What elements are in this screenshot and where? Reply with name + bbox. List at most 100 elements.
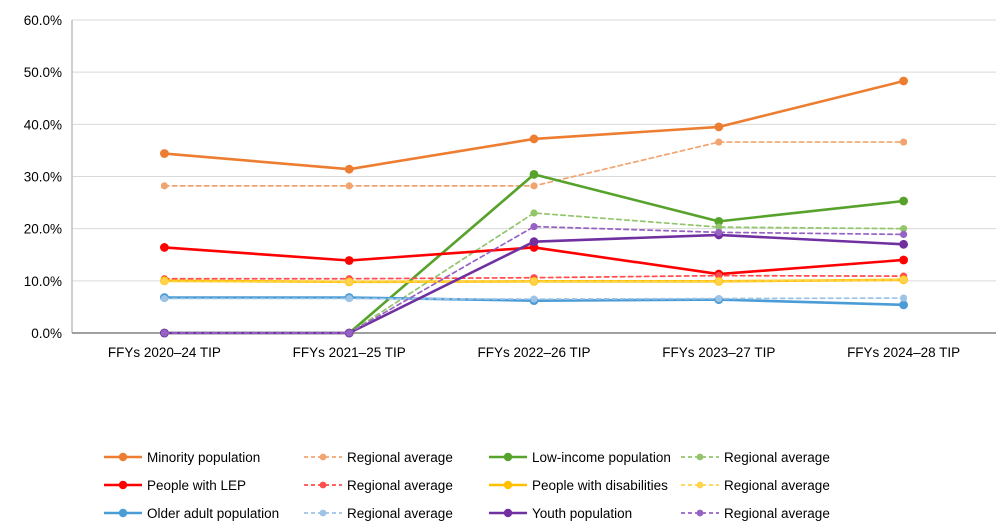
chart-legend: Minority population Regional average Low-i… <box>103 443 845 524</box>
chart-point-minority-population <box>899 76 908 86</box>
chart-point-low-income-population <box>529 170 539 179</box>
legend-label: Minority population <box>147 449 261 465</box>
legend-marker-dot <box>696 481 704 489</box>
chart-line-regional-average-regional-average <box>163 225 905 334</box>
legend-marker-dot <box>503 508 513 518</box>
legend-marker-icon <box>489 452 527 462</box>
legend-marker-icon <box>104 480 142 490</box>
chart-point-regional-average-regional-average <box>345 182 353 190</box>
chart-point-regional-average-regional-average <box>160 182 168 190</box>
legend-marker-icon <box>681 481 719 489</box>
chart-point-regional-average-regional-average <box>715 294 723 303</box>
chart-point-minority-population <box>529 134 539 144</box>
y-axis-tick-label: 10.0% <box>24 274 62 289</box>
legend-label: Youth population <box>532 505 633 521</box>
legend-marker-dot <box>696 453 704 461</box>
chart-line-low-income-population <box>163 173 905 335</box>
x-axis-category-label: FFYs 2023–27 TIP <box>662 345 775 360</box>
legend-label: Regional average <box>347 477 453 493</box>
legend-marker-dot <box>319 481 327 489</box>
legend-marker-dot <box>319 509 327 517</box>
chart-point-regional-average-regional-average <box>900 294 908 302</box>
legend-label: Regional average <box>724 505 830 521</box>
x-axis-category-label: FFYs 2020–24 TIP <box>108 345 221 360</box>
legend-marker-dot <box>696 509 704 517</box>
legend-marker-icon <box>681 509 719 517</box>
chart-point-people-with-lep <box>344 256 354 265</box>
legend-label: People with LEP <box>147 477 247 493</box>
chart-point-people-with-lep <box>899 255 908 265</box>
chart-point-low-income-population <box>899 196 908 206</box>
legend-item: Regional average <box>303 506 488 521</box>
y-axis-tick-label: 30.0% <box>24 170 62 185</box>
chart-point-regional-average-regional-average <box>530 209 538 217</box>
y-axis-tick-label: 60.0% <box>24 13 62 28</box>
legend-marker-dot <box>118 452 128 462</box>
legend-label: People with disabilities <box>532 477 668 493</box>
x-axis-category-label: FFYs 2021–25 TIP <box>293 345 406 360</box>
legend-marker-icon <box>489 480 527 490</box>
y-axis-tick-label: 0.0% <box>31 326 62 341</box>
chart-point-regional-average-regional-average <box>900 276 908 284</box>
chart-point-regional-average-regional-average <box>530 295 538 303</box>
legend-label: Regional average <box>724 449 830 465</box>
chart-point-regional-average-regional-average <box>715 223 723 231</box>
legend-item: Regional average <box>303 450 488 465</box>
chart-point-minority-population <box>160 149 169 158</box>
chart-point-regional-average-regional-average <box>160 294 168 303</box>
chart-point-youth-population <box>899 239 908 249</box>
chart-point-older-adult-population <box>899 300 908 310</box>
legend-item: Youth population <box>488 506 680 521</box>
chart-point-regional-average-regional-average <box>530 222 538 231</box>
legend-marker-icon <box>104 508 142 518</box>
legend-marker-icon <box>104 452 142 462</box>
legend-label: Low-income population <box>532 449 671 465</box>
chart-point-regional-average-regional-average <box>160 329 168 337</box>
legend-item: People with LEP <box>103 478 303 493</box>
legend-item: Older adult population <box>103 506 303 521</box>
chart-point-regional-average-regional-average <box>345 278 353 286</box>
y-axis-tick-label: 50.0% <box>24 65 62 80</box>
legend-item: Regional average <box>303 478 488 493</box>
legend-label: Regional average <box>347 449 453 465</box>
x-axis-category-label: FFYs 2022–26 TIP <box>477 345 590 360</box>
chart-point-regional-average-regional-average <box>345 294 353 303</box>
chart-point-regional-average-regional-average <box>160 277 168 285</box>
legend-marker-icon <box>304 509 342 517</box>
legend-marker-dot <box>319 453 327 461</box>
legend-item: Regional average <box>680 478 845 493</box>
chart-point-regional-average-regional-average <box>715 138 723 146</box>
chart-point-people-with-lep <box>160 243 169 252</box>
legend-item: Regional average <box>680 506 845 521</box>
legend-marker-icon <box>304 481 342 489</box>
legend-label: Regional average <box>724 477 830 493</box>
legend-item: Minority population <box>103 450 303 465</box>
chart-point-minority-population <box>344 164 354 174</box>
chart-line-regional-average-regional-average <box>163 212 905 334</box>
y-axis-tick-label: 40.0% <box>24 117 62 132</box>
chart-point-regional-average-regional-average <box>715 228 723 236</box>
legend-marker-dot <box>503 452 513 462</box>
legend-item: Regional average <box>680 450 845 465</box>
legend-marker-icon <box>681 453 719 461</box>
chart-line-minority-population <box>163 79 905 171</box>
chart-point-youth-population <box>529 237 539 247</box>
legend-marker-dot <box>118 508 128 518</box>
chart-point-low-income-population <box>714 216 724 226</box>
line-chart: 0.0% 10.0% 20.0% 30.0% 40.0% 50.0% 60.0% FFYs 2… <box>24 13 996 360</box>
legend-marker-dot <box>503 480 513 490</box>
chart-point-regional-average-regional-average <box>345 329 353 337</box>
y-axis-tick-label: 20.0% <box>24 222 62 237</box>
chart-point-minority-population <box>714 122 724 132</box>
chart-point-regional-average-regional-average <box>900 138 908 146</box>
chart-point-regional-average-regional-average <box>900 230 908 239</box>
legend-label: Regional average <box>347 505 453 521</box>
legend-item: Low-income population <box>488 450 680 465</box>
legend-label: Older adult population <box>147 505 280 521</box>
legend-marker-dot <box>118 480 128 490</box>
legend-item: People with disabilities <box>488 478 680 493</box>
legend-marker-icon <box>304 453 342 461</box>
chart-point-regional-average-regional-average <box>900 225 908 233</box>
chart-point-regional-average-regional-average <box>530 182 538 190</box>
